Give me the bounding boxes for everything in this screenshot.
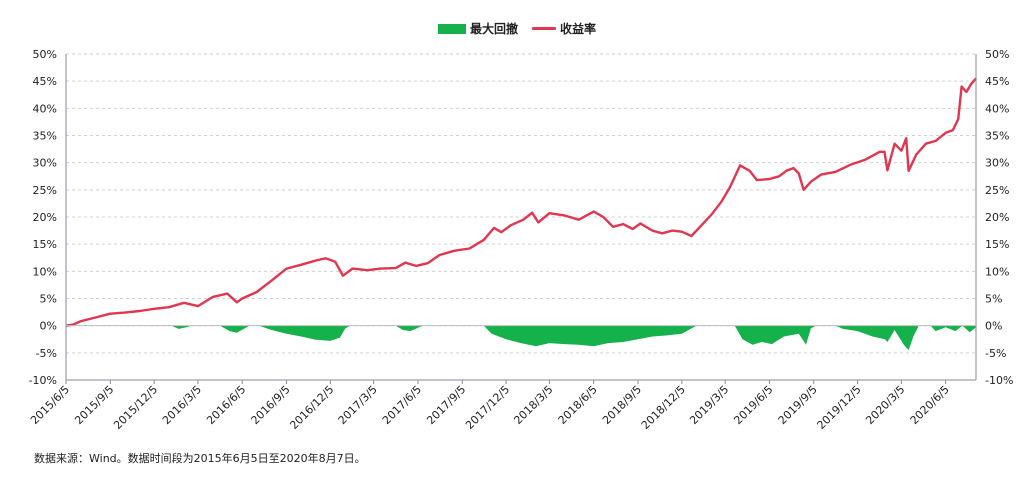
y-tick-label-left: 35% (33, 130, 57, 143)
x-tick-label: 2018/3/5 (511, 383, 555, 427)
x-tick-label: 2016/6/5 (204, 383, 248, 427)
y-tick-label-right: 15% (985, 238, 1009, 251)
x-tick-label: 2015/9/5 (72, 383, 116, 427)
return-line-group (65, 77, 977, 327)
y-tick-label-right: -5% (985, 347, 1006, 360)
x-tick-label: 2018/9/5 (600, 383, 644, 427)
y-tick-label-left: 20% (33, 211, 57, 224)
legend-swatch-drawdown (437, 23, 466, 34)
x-tick-label: 2018/6/5 (556, 383, 600, 427)
y-tick-label-left: 10% (33, 265, 57, 278)
legend: 最大回撤 收益率 (0, 20, 1034, 37)
y-tick-label-right: 20% (985, 211, 1009, 224)
drawdown-area-group (66, 325, 976, 351)
x-tick-label: 2017/6/5 (380, 383, 424, 427)
legend-item-return: 收益率 (532, 20, 596, 37)
x-tick-label: 2017/9/5 (424, 383, 468, 427)
y-tick-label-left: 30% (33, 157, 57, 170)
y-tick-label-right: 25% (985, 184, 1009, 197)
x-tick-label: 2017/3/5 (336, 383, 380, 427)
y-tick-label-left: 0% (40, 320, 57, 333)
x-tick-label: 2019/6/5 (731, 383, 775, 427)
y-tick-label-left: -5% (36, 347, 57, 360)
x-tick-label: 2019/3/5 (687, 383, 731, 427)
y-tick-label-right: 10% (985, 265, 1009, 278)
y-tick-label-left: -10% (29, 374, 57, 387)
y-tick-label-left: 15% (33, 238, 57, 251)
y-tick-label-left: 45% (33, 75, 57, 88)
axes (65, 54, 977, 381)
x-tick-label: 2020/6/5 (908, 383, 952, 427)
x-tick-label: 2016/12/5 (287, 383, 336, 432)
y-tick-label-left: 50% (33, 48, 57, 61)
legend-label-return: 收益率 (560, 22, 597, 36)
y-axis-left-ticks: -10% -5% 0% 5% 10% 15% 20% 25% 30% 35% 40% 45% 50% (29, 48, 57, 387)
x-tick-label: 2016/9/5 (249, 383, 293, 427)
source-note: 数据来源：Wind。数据时间段为2015年6月5日至2020年8月7日。 (34, 452, 366, 465)
x-tick-label: 2019/9/5 (776, 383, 820, 427)
x-tick-label: 2018/12/5 (639, 383, 688, 432)
x-tick-label: 2015/12/5 (111, 383, 160, 432)
legend-item-drawdown: 最大回撤 (437, 20, 518, 37)
x-tick-label: 2020/3/5 (863, 383, 907, 427)
y-axis-right-ticks: -10% -5% 0% 5% 10% 15% 20% 25% 30% 35% 40% 45% 50% (985, 48, 1013, 387)
y-tick-label-right: 35% (985, 130, 1009, 143)
y-tick-label-right: -10% (985, 374, 1013, 387)
gridlines (66, 53, 976, 354)
y-tick-label-right: 40% (985, 102, 1009, 115)
series-return-line (65, 77, 977, 327)
y-tick-label-right: 0% (985, 320, 1002, 333)
y-tick-label-right: 30% (985, 157, 1009, 170)
legend-swatch-return (532, 27, 556, 30)
x-tick-label: 2017/12/5 (463, 383, 512, 432)
legend-label-drawdown: 最大回撤 (469, 22, 518, 36)
x-tick-label: 2015/6/5 (28, 383, 72, 427)
x-tick-label: 2016/3/5 (160, 383, 204, 427)
y-tick-label-right: 45% (985, 75, 1009, 88)
x-tick-label: 2019/12/5 (815, 383, 864, 432)
y-tick-label-left: 40% (33, 102, 57, 115)
y-tick-label-right: 50% (985, 48, 1009, 61)
y-tick-label-left: 25% (33, 184, 57, 197)
y-tick-label-left: 5% (40, 293, 57, 306)
series-drawdown-area (66, 325, 976, 351)
y-tick-label-right: 5% (985, 293, 1002, 306)
